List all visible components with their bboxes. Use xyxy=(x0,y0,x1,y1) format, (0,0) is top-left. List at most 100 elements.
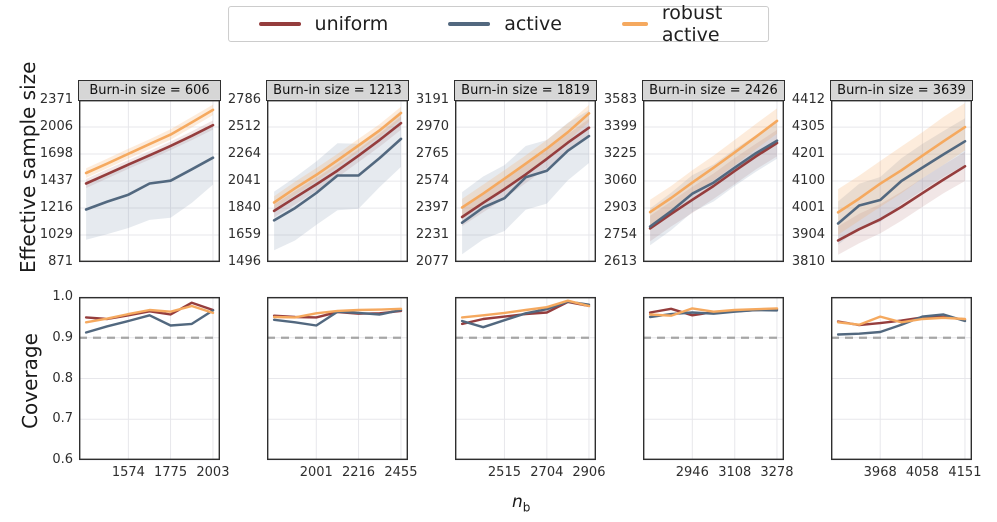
robust_active-confidence-band xyxy=(462,104,589,217)
coverage-plot xyxy=(642,296,785,461)
ess-ytick-label: 4305 xyxy=(791,119,825,135)
ess-ytick-label: 4001 xyxy=(791,199,825,215)
ess-ytick-label: 1029 xyxy=(39,227,73,243)
active-coverage-line xyxy=(836,313,967,336)
xtick-label: 2001 xyxy=(299,465,333,480)
x-axis-label: nb xyxy=(512,492,530,514)
plot-border xyxy=(642,99,785,263)
panel-title: Burn-in size = 1819 xyxy=(454,80,597,101)
ess-ytick-label: 2264 xyxy=(227,146,261,162)
coverage-ytick-label: 0.9 xyxy=(52,329,73,345)
coverage-ytick-label: 1.0 xyxy=(52,289,73,304)
ess-ytick-label: 4412 xyxy=(791,92,825,107)
panel-title: Burn-in size = 2426 xyxy=(642,80,785,101)
xtick-label: 2946 xyxy=(675,465,709,480)
active-coverage-line xyxy=(84,309,215,334)
legend-label-robust-active: robust active xyxy=(661,2,723,46)
ess-ytick-label: 2786 xyxy=(227,92,261,107)
ess-ytick-label: 2613 xyxy=(603,254,637,269)
plot-border xyxy=(454,296,597,461)
robust_active-coverage-line xyxy=(648,307,779,317)
xtick-label: 4151 xyxy=(948,465,982,480)
ess-ytick-label: 3583 xyxy=(603,92,637,107)
plot-border xyxy=(830,296,973,461)
plot-border xyxy=(266,296,409,461)
robust_active-line xyxy=(648,119,779,214)
ess-ytick-label: 3904 xyxy=(791,227,825,243)
ess-ytick-label: 1216 xyxy=(39,200,73,216)
legend-label-active: active xyxy=(504,13,562,35)
xtick-label: 4058 xyxy=(905,465,939,480)
uniform-line-swatch xyxy=(258,22,301,26)
legend-item-robust-active: robust active xyxy=(621,2,738,46)
ess-ytick-label: 4201 xyxy=(791,146,825,162)
plot-border xyxy=(642,296,785,461)
ess-ytick-label: 2970 xyxy=(415,119,449,135)
ess-ytick-label: 2512 xyxy=(227,118,261,134)
robust-active-line-swatch xyxy=(621,22,648,26)
uniform-line xyxy=(84,123,215,185)
robust_active-coverage-line xyxy=(84,304,215,324)
ess-plot xyxy=(266,99,409,263)
panel-title: Burn-in size = 606 xyxy=(78,80,221,101)
legend-label-uniform: uniform xyxy=(314,13,389,35)
xtick-label: 3278 xyxy=(760,465,794,480)
robust_active-line xyxy=(84,108,215,175)
ess-ytick-label: 3225 xyxy=(603,146,637,162)
coverage-plot xyxy=(78,296,221,461)
robust_active-coverage-line xyxy=(460,299,591,319)
ess-ytick-label: 2903 xyxy=(603,199,637,215)
ess-plot xyxy=(454,99,597,263)
ess-ytick-label: 2754 xyxy=(603,227,637,243)
xtick-label: 2515 xyxy=(487,465,521,480)
active-line xyxy=(648,139,779,228)
uniform-confidence-band xyxy=(462,118,589,226)
robust_active-line xyxy=(460,112,591,209)
uniform-line xyxy=(836,165,967,242)
ess-plot xyxy=(830,99,973,263)
active-confidence-band xyxy=(274,110,401,251)
ess-ytick-label: 4100 xyxy=(791,172,825,188)
plot-border xyxy=(454,99,597,263)
ess-ytick-label: 2574 xyxy=(415,173,449,189)
ess-ytick-label: 2041 xyxy=(227,173,261,189)
ess-ytick-label: 2006 xyxy=(39,119,73,135)
coverage-plot xyxy=(454,296,597,461)
ess-ytick-label: 3060 xyxy=(603,172,637,188)
plot-border xyxy=(266,99,409,263)
x-axis-label-sub: b xyxy=(522,500,531,515)
active-line xyxy=(460,134,591,224)
uniform-line xyxy=(648,141,779,230)
ess-ytick-label: 2371 xyxy=(39,92,73,107)
robust_active-coverage-line xyxy=(836,315,967,326)
uniform-line xyxy=(272,121,403,213)
robust_active-line xyxy=(272,111,403,204)
uniform-line xyxy=(460,126,591,219)
coverage-plot xyxy=(830,296,973,461)
xtick-label: 1775 xyxy=(154,465,188,480)
ess-plot xyxy=(642,99,785,263)
ess-ytick-label: 1698 xyxy=(39,146,73,161)
xtick-label: 3968 xyxy=(863,465,897,480)
ess-ytick-label: 871 xyxy=(48,254,73,269)
xtick-label: 2003 xyxy=(196,465,230,480)
ess-ytick-label: 1496 xyxy=(227,254,261,269)
plot-border xyxy=(78,99,221,263)
xtick-label: 2704 xyxy=(530,465,564,480)
legend-item-active: active xyxy=(448,13,562,35)
ess-ytick-label: 3810 xyxy=(791,254,825,269)
panel-title: Burn-in size = 3639 xyxy=(830,80,973,101)
xtick-label: 1574 xyxy=(111,465,145,480)
xtick-label: 2455 xyxy=(384,465,418,480)
xtick-label: 3108 xyxy=(718,465,752,480)
xtick-label: 2216 xyxy=(341,465,376,480)
ess-ytick-label: 1840 xyxy=(227,200,261,216)
robust_active-coverage-line xyxy=(272,307,403,319)
ess-ytick-label: 2077 xyxy=(415,254,449,269)
robust_active-line xyxy=(836,125,967,214)
xtick-label: 2906 xyxy=(572,465,606,480)
ess-ytick-label: 1659 xyxy=(227,227,261,243)
coverage-plot xyxy=(266,296,409,461)
active-line xyxy=(836,139,967,225)
ess-ytick-label: 3191 xyxy=(415,92,449,107)
